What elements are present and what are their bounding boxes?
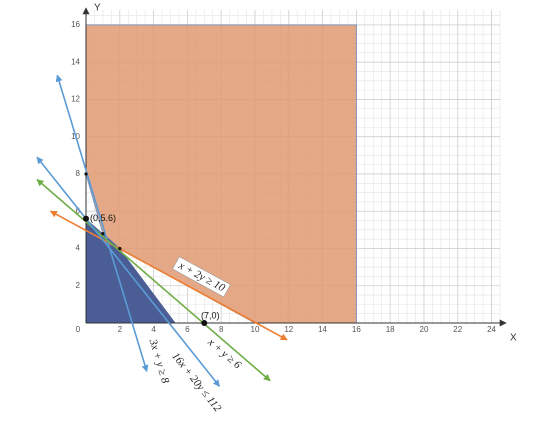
constraint-label: 3x + y ≥ 8	[146, 337, 171, 385]
y-axis-label: Y	[94, 3, 101, 14]
y-tick-label: 12	[71, 95, 80, 104]
point	[101, 231, 105, 236]
y-tick-label: 14	[71, 57, 80, 66]
y-tick-label: 2	[76, 281, 81, 290]
x-tick-label: 18	[386, 325, 395, 334]
x-tick-label: 12	[284, 325, 293, 334]
x-tick-label: 20	[420, 325, 429, 334]
point	[201, 320, 208, 326]
x-tick-label: 8	[219, 325, 224, 334]
y-tick-label: 16	[71, 20, 80, 29]
x-tick-label: 16	[352, 325, 361, 334]
point	[84, 172, 88, 176]
point-label: (7,0)	[201, 310, 220, 320]
x-tick-label: 2	[118, 325, 123, 334]
x-tick-label: 0	[76, 325, 81, 334]
constraint-line	[36, 156, 221, 387]
point-label: (0,5.6)	[90, 213, 116, 223]
constraint-label-group: 3x + y ≥ 8	[146, 337, 171, 385]
point	[118, 246, 122, 251]
y-tick-label: 8	[76, 169, 81, 178]
x-tick-label: 24	[487, 325, 496, 334]
x-tick-label: 22	[453, 325, 462, 334]
y-tick-label: 4	[76, 244, 81, 253]
x-tick-label: 6	[185, 325, 190, 334]
x-tick-label: 14	[318, 325, 327, 334]
x-tick-label: 4	[151, 325, 156, 334]
x-axis-label: X	[510, 333, 517, 344]
x-tick-label: 10	[251, 325, 260, 334]
point	[83, 215, 89, 222]
